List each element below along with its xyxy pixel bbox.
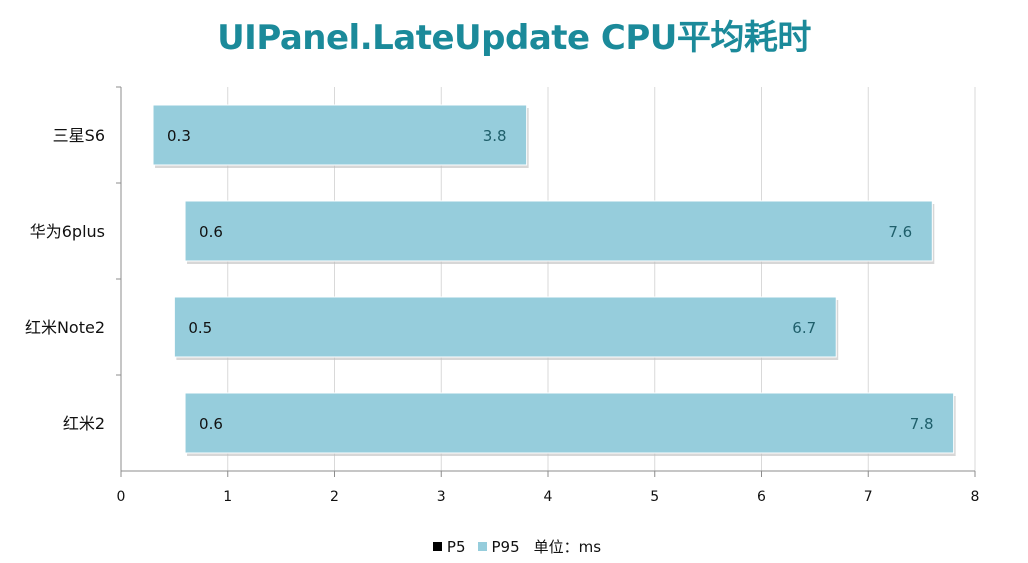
x-tick-label: 1 xyxy=(223,489,232,505)
x-tick-label: 3 xyxy=(437,489,446,505)
data-label-p95: 3.8 xyxy=(483,127,507,145)
x-tick-label: 6 xyxy=(757,489,766,505)
data-label-p5: 0.6 xyxy=(199,223,223,241)
chart-title: UIPanel.LateUpdate CPU平均耗时 xyxy=(217,18,811,58)
legend-item-p95: P95 xyxy=(477,537,520,556)
legend-swatch-p5 xyxy=(432,542,442,551)
legend-item-p5: P5 xyxy=(432,537,466,556)
x-tick-label: 0 xyxy=(117,489,126,505)
data-label-p95: 6.7 xyxy=(792,319,816,337)
x-tick-label: 5 xyxy=(650,489,659,505)
x-tick-label: 2 xyxy=(330,489,339,505)
bar-p95 xyxy=(184,392,955,454)
bar-p95 xyxy=(152,104,528,166)
legend-label-p5: P5 xyxy=(446,537,466,556)
category-label: 红米Note2 xyxy=(25,318,105,337)
data-label-p95: 7.6 xyxy=(888,223,912,241)
bar-p95 xyxy=(184,200,933,262)
chart-legend: P5 P95 单位：ms xyxy=(0,536,1028,557)
legend-swatch-p95 xyxy=(477,542,487,551)
category-label: 华为6plus xyxy=(30,222,105,241)
unit-label: 单位：ms xyxy=(533,538,602,556)
data-label-p5: 0.5 xyxy=(188,319,212,337)
data-label-p5: 0.6 xyxy=(199,415,223,433)
category-label: 红米2 xyxy=(63,414,105,433)
category-label: 三星S6 xyxy=(53,126,105,145)
x-tick-label: 8 xyxy=(971,489,980,505)
x-tick-label: 7 xyxy=(864,489,873,505)
bar-p95 xyxy=(173,296,837,358)
data-label-p95: 7.8 xyxy=(910,415,934,433)
x-tick-label: 4 xyxy=(544,489,553,505)
legend-label-p95: P95 xyxy=(491,537,520,556)
data-label-p5: 0.3 xyxy=(167,127,191,145)
